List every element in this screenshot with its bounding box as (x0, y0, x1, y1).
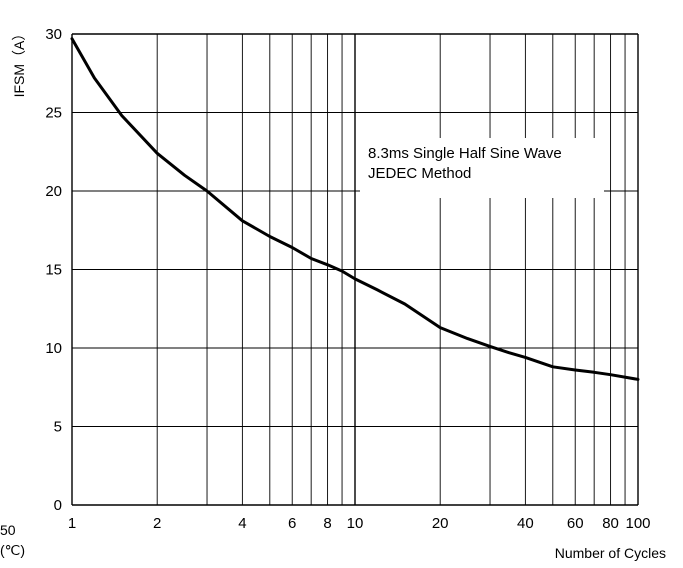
y-tick-label-30: 30 (45, 26, 62, 43)
x-tick-label-2: 2 (153, 515, 161, 532)
series-line-0 (70, 37, 640, 381)
x-tick-label-60: 60 (567, 515, 584, 532)
series-group (70, 37, 640, 381)
x-tick-label-20: 20 (432, 515, 449, 532)
grid (71, 33, 639, 506)
fragment-text-1: 50 (0, 522, 16, 538)
y-tick-label-20: 20 (45, 183, 62, 200)
x-tick-label-100: 100 (625, 515, 650, 532)
fragment-text-2: (℃) (0, 542, 25, 558)
x-tick-label-80: 80 (602, 515, 619, 532)
y-tick-label-15: 15 (45, 262, 62, 279)
y-tick-label-0: 0 (54, 497, 62, 514)
x-tick-label-8: 8 (323, 515, 331, 532)
x-tick-label-4: 4 (238, 515, 246, 532)
x-tick-label-6: 6 (288, 515, 296, 532)
y-axis-label: IFSM（A） (11, 27, 27, 98)
annotation-box: 8.3ms Single Half Sine Wave JEDEC Method (368, 145, 562, 182)
x-axis-label: Number of Cycles (555, 545, 666, 561)
x-tick-label-1: 1 (68, 515, 76, 532)
annotation-line-1: 8.3ms Single Half Sine Wave (368, 145, 562, 162)
x-tick-label-10: 10 (347, 515, 364, 532)
x-tick-label-40: 40 (517, 515, 534, 532)
y-tick-label-25: 25 (45, 105, 62, 122)
annotation-line-2: JEDEC Method (368, 165, 471, 182)
y-tick-label-10: 10 (45, 340, 62, 357)
y-tick-label-5: 5 (54, 419, 62, 436)
x-tick-labels: 1 2 4 6 8 10 20 40 60 80 100 (68, 515, 651, 532)
y-tick-labels: 0 5 10 15 20 25 30 (45, 26, 62, 514)
